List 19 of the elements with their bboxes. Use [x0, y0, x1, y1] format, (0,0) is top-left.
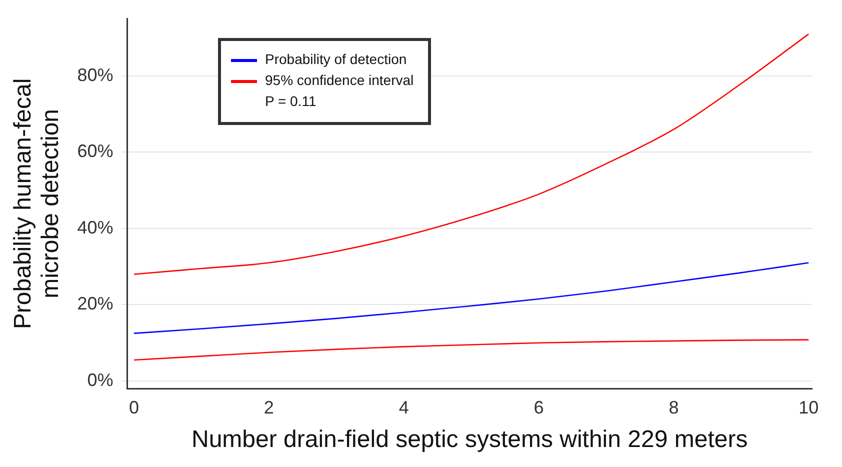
- y-axis-title: Probability human-fecal microbe detection: [9, 78, 64, 330]
- y-tick-label: 80%: [77, 64, 114, 85]
- annotation: P = 0.11: [264, 92, 318, 111]
- line-series: [133, 339, 810, 361]
- legend-label: 95% confidence interval: [264, 71, 414, 90]
- line-series: [133, 262, 810, 334]
- x-tick-label: 10: [798, 397, 819, 418]
- y-tick-label: 60%: [77, 141, 114, 162]
- y-tick-label: 0%: [87, 370, 114, 390]
- x-axis-title: Number drain-field septic systems within 229 meters: [192, 426, 748, 454]
- x-tick-label: 4: [398, 397, 409, 418]
- x-tick-label: 0: [128, 397, 139, 418]
- line-series: [133, 33, 810, 275]
- x-tick-label: 2: [264, 397, 274, 418]
- y-tick-label: 20%: [77, 294, 114, 314]
- y-tick-label: 40%: [77, 217, 114, 238]
- legend-label: Probability of detection: [264, 50, 408, 69]
- x-tick-label: 8: [668, 397, 679, 418]
- x-tick-label: 6: [534, 397, 544, 418]
